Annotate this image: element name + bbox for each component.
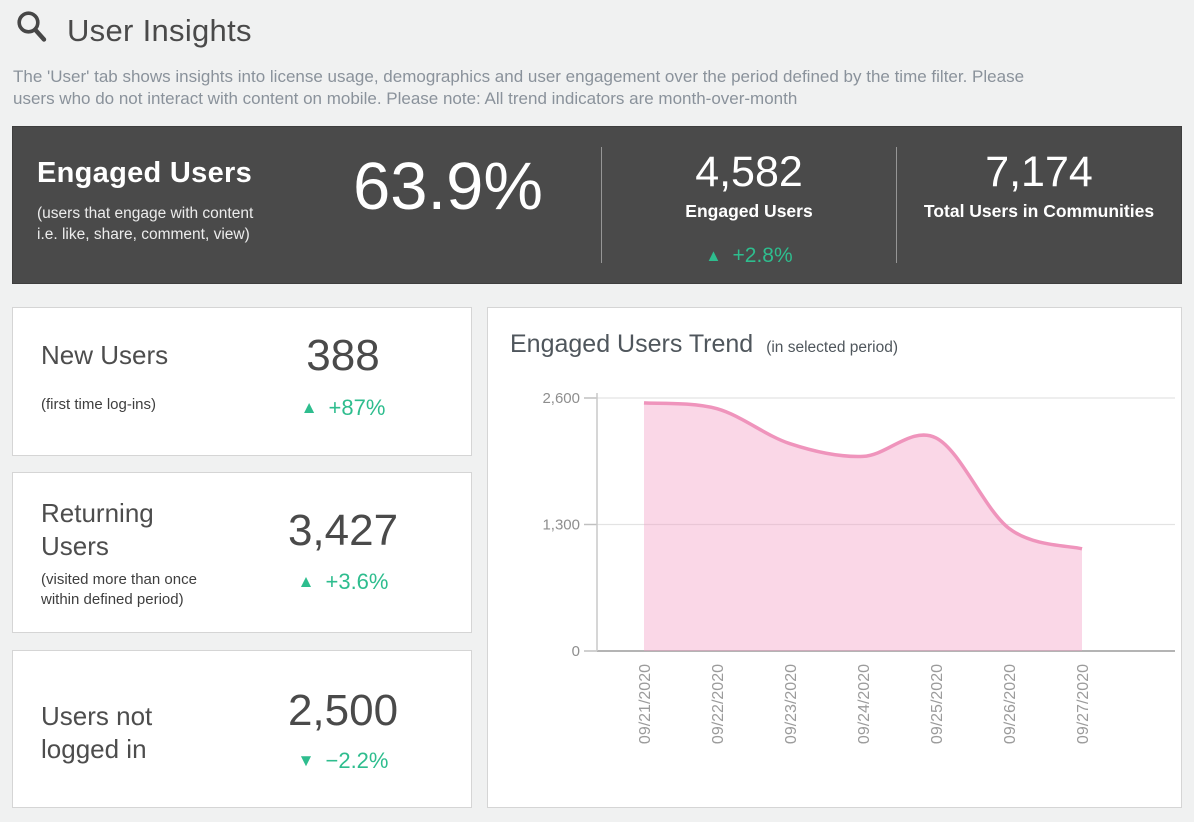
- engaged-users-trend-card: Engaged Users Trend (in selected period)…: [487, 307, 1182, 808]
- y-axis-label: 0: [572, 643, 580, 660]
- total-users-value: 7,174: [985, 148, 1093, 196]
- card-title: Returning Users: [41, 498, 154, 561]
- trend-chart: 0 1,300 2,600 09/21/2020 09/22/2020 09/23/202…: [542, 390, 1175, 744]
- banner-divider: [896, 147, 897, 263]
- new-users-card: New Users (first time log-ins) 388 ▲ +87…: [12, 307, 472, 456]
- x-axis-label: 09/26/2020: [1002, 664, 1019, 744]
- users-not-logged-in-card: Users not logged in 2,500 ▼ −2.2%: [12, 650, 472, 808]
- card-title: New Users: [41, 340, 169, 370]
- trend-up-icon: ▲: [300, 397, 318, 418]
- x-axis-label: 09/24/2020: [856, 664, 873, 744]
- x-axis-label: 09/25/2020: [929, 664, 946, 744]
- banner-engagement-rate-section: Engaged Users (users that engage with co…: [13, 127, 601, 283]
- new-users-value: 388: [306, 331, 380, 380]
- x-axis-label: 09/23/2020: [783, 664, 800, 744]
- banner-title: Engaged Users: [37, 157, 253, 189]
- engagement-rate-value: 63.9%: [353, 149, 543, 224]
- card-label-block: Users not logged in: [13, 651, 215, 807]
- y-axis-label: 2,600: [542, 390, 580, 407]
- delta-value: −2.2%: [325, 748, 389, 773]
- trend-up-icon: ▲: [705, 246, 722, 265]
- trend-down-icon: ▼: [297, 750, 315, 771]
- engaged-users-label: Engaged Users: [685, 201, 813, 221]
- y-axis-label: 1,300: [542, 517, 580, 534]
- chart-header: Engaged Users Trend (in selected period): [510, 330, 898, 359]
- engaged-users-value: 4,582: [695, 148, 803, 196]
- card-subtitle: (first time log-ins): [41, 396, 157, 413]
- description-line-2: users who do not interact with content o…: [13, 89, 798, 108]
- trend-up-icon: ▲: [297, 571, 315, 592]
- trend-area: [644, 402, 1082, 651]
- trend-line: [643, 401, 1083, 551]
- new-users-delta: ▲ +87%: [301, 395, 386, 421]
- returning-users-delta: ▲ +3.6%: [298, 569, 389, 595]
- total-users-label: Total Users in Communities: [923, 201, 1155, 221]
- search-icon: [16, 10, 48, 51]
- page-header: User Insights: [16, 10, 252, 51]
- delta-value: +2.8%: [732, 244, 793, 267]
- card-value-block: 2,500 ▼ −2.2%: [215, 651, 471, 807]
- banner-engaged-users-section: 4,582 Engaged Users ▲ +2.8%: [602, 127, 896, 283]
- card-label-block: New Users (first time log-ins): [13, 308, 215, 455]
- engaged-users-delta: ▲ +2.8%: [602, 244, 896, 268]
- x-axis-label: 09/21/2020: [637, 664, 654, 744]
- chart-title: Engaged Users Trend: [510, 330, 754, 358]
- delta-value: +87%: [328, 395, 386, 420]
- card-label-block: Returning Users (visited more than once …: [13, 473, 215, 632]
- x-axis-label: 09/22/2020: [710, 664, 727, 744]
- returning-users-card: Returning Users (visited more than once …: [12, 472, 472, 633]
- returning-users-value: 3,427: [287, 506, 399, 555]
- page-title: User Insights: [67, 12, 252, 48]
- card-value-block: 388 ▲ +87%: [215, 308, 471, 455]
- users-not-logged-in-value: 2,500: [287, 686, 399, 735]
- card-title: Users not logged in: [41, 701, 153, 764]
- banner-subtitle: (users that engage with content i.e. lik…: [37, 205, 254, 243]
- card-subtitle: (visited more than once within defined p…: [41, 571, 197, 608]
- page-description: The 'User' tab shows insights into licen…: [13, 66, 1194, 110]
- delta-value: +3.6%: [325, 569, 389, 594]
- x-axis-label: 09/27/2020: [1075, 664, 1092, 744]
- banner-label-block: Engaged Users (users that engage with co…: [13, 127, 295, 283]
- engaged-users-banner: Engaged Users (users that engage with co…: [12, 126, 1182, 284]
- users-not-logged-in-delta: ▼ −2.2%: [298, 748, 389, 774]
- banner-total-users-section: 7,174 Total Users in Communities: [897, 127, 1181, 283]
- chart-subtitle: (in selected period): [766, 339, 899, 356]
- banner-divider: [601, 147, 602, 263]
- card-value-block: 3,427 ▲ +3.6%: [215, 473, 471, 632]
- description-line-1: The 'User' tab shows insights into licen…: [13, 67, 1025, 86]
